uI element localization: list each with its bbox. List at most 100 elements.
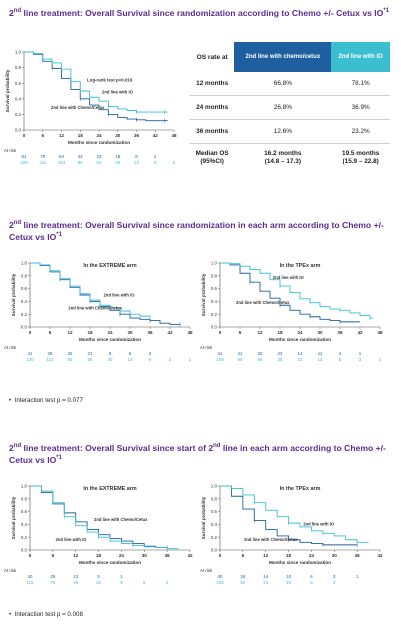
at-risk-io: 22 <box>96 580 101 585</box>
at-risk-chemo: 13 <box>73 574 78 579</box>
km-chart-extreme-randomization: In the EXTREME arm 0.0 0.2 0.4 0.6 0.8 1.0 0 6 12… <box>4 261 193 362</box>
y-tick-label: 0.8 <box>211 496 218 501</box>
x-tick-label: 0 <box>29 330 32 335</box>
y-tick-label: 0.4 <box>21 299 28 304</box>
at-risk-chemo: 1 <box>356 574 359 579</box>
x-tick-label: 18 <box>78 133 84 138</box>
logrank-annotation: Log-rank test p=0.016 <box>87 78 133 83</box>
at-risk-io: 1 <box>189 357 192 362</box>
at-risk-chemo: 10 <box>286 574 291 579</box>
at-risk-label: At risk <box>200 345 213 350</box>
at-risk-io: 112 <box>47 357 55 362</box>
section-title-3: 2nd line treatment: Overall Survival sin… <box>9 441 393 465</box>
interaction-test-2-text: Interaction test p = 0.008 <box>14 611 83 618</box>
at-risk-io: 13 <box>134 160 139 165</box>
y-tick-label: 0.6 <box>211 286 218 291</box>
at-risk-chemo: 23 <box>278 351 283 356</box>
at-risk-io: 35 <box>278 357 283 362</box>
row-label: 36 months <box>190 119 235 144</box>
median-chemo: 16.2 months (14.8 – 17.3) <box>234 144 331 173</box>
at-risk-chemo: 14 <box>263 574 268 579</box>
at-risk-chemo: 2 <box>154 154 157 159</box>
title-3-a: 2 <box>9 442 14 453</box>
interaction-test-1: • Interaction test p = 0.077 <box>9 397 83 404</box>
km-chart-tpex-second-line: In the TPEx arm 0.0 0.2 0.4 0.6 0.8 1.0 0 6 12 18 2… <box>200 484 383 585</box>
y-tick-label: 1.0 <box>21 261 28 266</box>
y-tick-label: 0.6 <box>21 286 28 291</box>
x-tick-label: 48 <box>171 133 177 138</box>
at-risk-chemo: 41 <box>238 351 243 356</box>
x-tick-label: 36 <box>337 330 343 335</box>
km-chart-overall: 0.0 0.2 0.4 0.6 0.8 1.0 0 6 12 18 24 30 36 42 48 Months… <box>4 50 177 165</box>
title-1-ref: *1 <box>383 8 390 14</box>
y-tick-label: 0.2 <box>21 312 28 317</box>
y-axis-label: Survival probability <box>11 273 16 316</box>
at-risk-chemo: 64 <box>59 154 64 159</box>
y-tick-label: 0.0 <box>21 325 28 330</box>
y-tick-label: 1.0 <box>15 50 22 55</box>
y-tick-label: 0.8 <box>15 65 22 70</box>
chart-title: In the TPEx arm <box>280 486 321 492</box>
y-tick-label: 0.0 <box>211 548 218 553</box>
title-3-ref: *1 <box>56 454 62 461</box>
at-risk-chemo: 3 <box>149 351 152 356</box>
chart-title: In the EXTREME arm <box>83 263 137 269</box>
y-tick-label: 1.0 <box>211 484 218 489</box>
title-3-sup: nd <box>13 443 22 449</box>
x-tick-label: 30 <box>142 553 148 558</box>
y-tick-label: 0.8 <box>21 273 28 278</box>
y-tick-label: 0.2 <box>211 312 218 317</box>
row-chemo-value: 12.6% <box>234 119 332 144</box>
y-tick-label: 1.0 <box>211 261 218 266</box>
at-risk-io: 90 <box>78 160 83 165</box>
x-tick-label: 12 <box>257 330 263 335</box>
at-risk-io: 5 <box>143 580 146 585</box>
y-tick-label: 0.2 <box>15 112 22 117</box>
x-tick-label: 6 <box>239 330 242 335</box>
at-risk-chemo: 25 <box>50 574 55 579</box>
at-risk-chemo: 5 <box>97 574 100 579</box>
km-curve-io <box>220 485 369 543</box>
x-tick-label: 48 <box>187 330 193 335</box>
title-2-sup: nd <box>13 220 22 226</box>
chemo-curve-label: 2nd line with Chemo/Cetux <box>244 537 298 542</box>
title-2-b: line treatment: Overall Survival since r… <box>9 219 384 242</box>
at-risk-io: 6 <box>149 357 152 362</box>
row-label: 24 months <box>190 95 235 120</box>
at-risk-io: 1 <box>379 357 382 362</box>
at-risk-io: 60 <box>240 580 245 585</box>
y-tick-label: 0.2 <box>211 535 218 540</box>
x-axis-label: Months since randomization <box>68 140 130 145</box>
x-axis-label: Months since randomization <box>79 560 141 565</box>
at-risk-io: 68 <box>258 357 263 362</box>
at-risk-chemo: 32 <box>68 351 73 356</box>
y-tick-label: 0.8 <box>21 496 28 501</box>
title-1-sup: nd <box>13 8 22 14</box>
row-io-value: 36.9% <box>331 95 390 120</box>
at-risk-chemo: 40 <box>28 574 33 579</box>
at-risk-label: At risk <box>4 345 17 350</box>
x-tick-label: 12 <box>67 330 73 335</box>
y-tick-label: 0.6 <box>15 81 22 86</box>
at-risk-io: 99 <box>238 357 243 362</box>
chemo-curve-label: 2nd line with Chemo/Cetux <box>94 517 148 522</box>
x-tick-label: 42 <box>357 330 363 335</box>
y-tick-label: 1.0 <box>21 484 28 489</box>
x-axis-label: Months since randomization <box>269 337 331 342</box>
at-risk-chemo: 32 <box>258 351 263 356</box>
at-risk-io: 5 <box>339 357 342 362</box>
at-risk-io: 9 <box>120 580 123 585</box>
x-tick-label: 18 <box>96 553 102 558</box>
x-tick-label: 12 <box>59 133 65 138</box>
x-tick-label: 6 <box>41 133 44 138</box>
at-risk-io: 76 <box>50 580 55 585</box>
at-risk-io: 3 <box>359 357 362 362</box>
median-label-2: (95%CI) <box>200 158 224 165</box>
x-tick-label: 24 <box>297 330 303 335</box>
io-curve-label: 2nd line with IO <box>56 537 88 542</box>
x-tick-label: 36 <box>147 330 153 335</box>
x-tick-label: 6 <box>242 553 245 558</box>
y-tick-label: 0.4 <box>211 522 218 527</box>
title-2-ref: *1 <box>56 231 62 238</box>
at-risk-chemo: 18 <box>115 154 120 159</box>
